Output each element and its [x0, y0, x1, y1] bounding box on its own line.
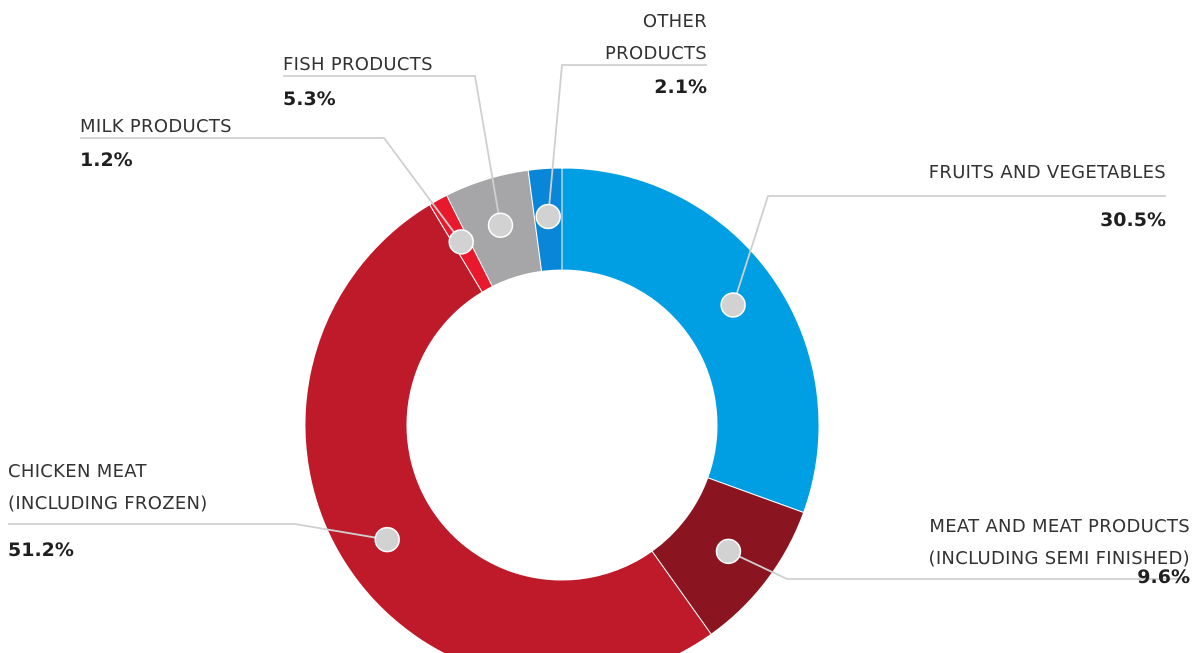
leader-line-meat-and-meat-products	[728, 550, 1190, 580]
slice-fruits-and-vegetables	[561, 167, 820, 514]
marker-chicken-meat	[374, 526, 400, 553]
slice-labels: FRUITS AND VEGETABLES 30.5% MEAT AND MEAT …	[8, 11, 1190, 588]
marker-fruits-and-vegetables	[720, 292, 746, 318]
value-milk-products: 1.2%	[80, 149, 133, 171]
label-meat-and-meat-products-line-1: MEAT AND MEAT PRODUCTS	[929, 516, 1190, 537]
value-other-products: 2.1%	[654, 76, 707, 98]
label-meat-and-meat-products-line-2: (INCLUDING SEMI FINISHED)	[929, 548, 1191, 569]
leader-line-other-products	[547, 64, 707, 217]
label-chicken-meat-line-2: (INCLUDING FROZEN)	[8, 493, 208, 514]
marker-milk-products	[448, 229, 474, 255]
leader-line-fish-products	[283, 75, 502, 226]
marker-other-products	[535, 203, 561, 230]
label-other-products-line-1: OTHER	[643, 11, 707, 32]
leader-lines	[8, 64, 1190, 580]
value-fish-products: 5.3%	[283, 88, 336, 110]
value-fruits-and-vegetables: 30.5%	[1100, 209, 1166, 231]
marker-fish-products	[487, 212, 514, 239]
label-fish-products: FISH PRODUCTS	[283, 54, 433, 75]
value-meat-and-meat-products: 9.6%	[1137, 566, 1190, 588]
slice-markers	[374, 203, 746, 565]
leader-line-milk-products	[80, 137, 462, 243]
label-milk-products: MILK PRODUCTS	[80, 116, 232, 137]
leader-line-fruits-and-vegetables	[732, 195, 1166, 306]
label-other-products-line-2: PRODUCTS	[605, 43, 707, 64]
label-chicken-meat-line-1: CHICKEN MEAT	[8, 461, 147, 482]
donut-slices	[304, 167, 820, 653]
leader-line-chicken-meat	[8, 523, 388, 541]
value-chicken-meat: 51.2%	[8, 539, 74, 561]
label-fruits-and-vegetables: FRUITS AND VEGETABLES	[929, 162, 1166, 183]
slice-chicken-meat	[304, 204, 712, 653]
marker-meat-and-meat-products	[715, 538, 742, 565]
